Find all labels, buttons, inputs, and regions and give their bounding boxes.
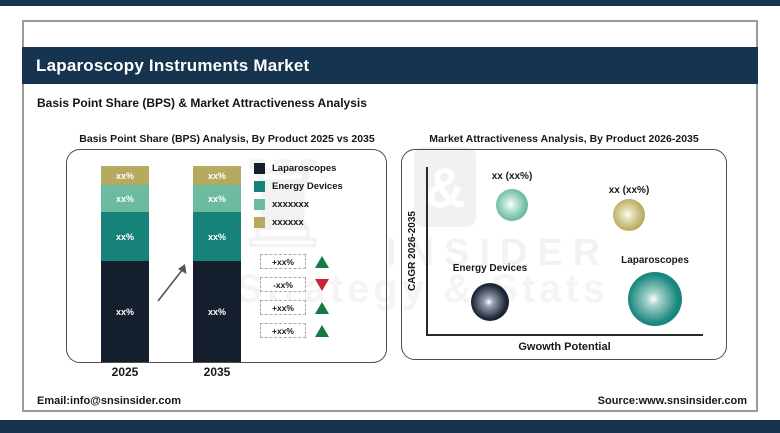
change-row-1: +xx% xyxy=(260,254,329,269)
page-title: Laparoscopy Instruments Market xyxy=(36,55,310,75)
legend-label: xxxxxx xyxy=(272,216,304,228)
legend-label: Energy Devices xyxy=(272,180,343,192)
legend-swatch-teal xyxy=(254,180,265,192)
bar-segment-2025-product4: xx% xyxy=(101,166,149,185)
bps-chart-panel xyxy=(66,149,387,363)
legend-swatch-seafoam xyxy=(254,198,265,210)
stacked-bar-2035: xx% xx% xx% xx% xyxy=(193,166,241,362)
change-row-4: +xx% xyxy=(260,323,329,338)
change-row-2: -xx% xyxy=(260,277,329,292)
triangle-up-icon xyxy=(315,301,329,314)
x-category-2035: 2035 xyxy=(203,365,231,379)
bar-segment-2025-product3: xx% xyxy=(101,185,149,212)
bar-segment-2035-laparoscopes: xx% xyxy=(193,261,241,362)
change-value-box: -xx% xyxy=(260,277,306,292)
footer-source: Source:www.snsinsider.com xyxy=(597,395,747,407)
page-subtitle: Basis Point Share (BPS) & Market Attract… xyxy=(37,96,367,110)
legend-swatch-navy xyxy=(254,162,265,174)
content-card: ♜ & INSIDER Strategy & Stats Laparoscopy… xyxy=(22,20,758,412)
attractiveness-chart-panel xyxy=(401,149,727,360)
legend-item-product3: xxxxxxx xyxy=(254,198,343,210)
bar-segment-2025-laparoscopes: xx% xyxy=(101,261,149,362)
legend-item-energy-devices: Energy Devices xyxy=(254,180,343,192)
bar-segment-2035-product4: xx% xyxy=(193,166,241,185)
y-axis-label: CAGR 2026-2035 xyxy=(407,210,418,292)
bubble-product3 xyxy=(496,189,528,221)
bubble-label-product4: xx (xx%) xyxy=(608,185,650,196)
bubble-label-laparoscopes: Laparoscopes xyxy=(621,255,689,266)
title-banner: Laparoscopy Instruments Market xyxy=(22,47,758,84)
bubble-energy-devices xyxy=(471,283,509,321)
growth-arrow-icon xyxy=(157,264,187,302)
legend-label: Laparoscopes xyxy=(272,162,337,174)
bps-legend: Laparoscopes Energy Devices xxxxxxx xxxx… xyxy=(254,162,343,228)
bar-segment-2025-energy-devices: xx% xyxy=(101,212,149,261)
bottom-accent-strip xyxy=(0,420,780,433)
bubble-laparoscopes xyxy=(628,272,682,326)
change-value-box: +xx% xyxy=(260,254,306,269)
legend-label: xxxxxxx xyxy=(272,198,309,210)
change-value-box: +xx% xyxy=(260,300,306,315)
legend-item-laparoscopes: Laparoscopes xyxy=(254,162,343,174)
legend-item-product4: xxxxxx xyxy=(254,216,343,228)
y-axis-line xyxy=(426,167,428,335)
bps-chart-title: Basis Point Share (BPS) Analysis, By Pro… xyxy=(79,133,375,145)
bar-segment-2035-energy-devices: xx% xyxy=(193,212,241,261)
x-category-2025: 2025 xyxy=(111,365,139,379)
triangle-down-icon xyxy=(315,278,329,291)
change-row-3: +xx% xyxy=(260,300,329,315)
triangle-up-icon xyxy=(315,255,329,268)
footer-email: Email:info@snsinsider.com xyxy=(37,395,181,407)
change-value-box: +xx% xyxy=(260,323,306,338)
bubble-product4 xyxy=(613,199,645,231)
attractiveness-chart-title: Market Attractiveness Analysis, By Produ… xyxy=(429,133,699,145)
x-axis-line xyxy=(426,334,703,336)
triangle-up-icon xyxy=(315,324,329,337)
x-axis-label: Gwowth Potential xyxy=(518,341,611,353)
bps-change-indicators: +xx% -xx% +xx% +xx% xyxy=(260,254,329,338)
bubble-label-energy-devices: Energy Devices xyxy=(452,263,528,274)
top-accent-strip xyxy=(0,0,780,6)
stacked-bar-2025: xx% xx% xx% xx% xyxy=(101,166,149,362)
legend-swatch-khaki xyxy=(254,216,265,228)
bubble-label-product3: xx (xx%) xyxy=(491,171,533,182)
bar-segment-2035-product3: xx% xyxy=(193,185,241,212)
